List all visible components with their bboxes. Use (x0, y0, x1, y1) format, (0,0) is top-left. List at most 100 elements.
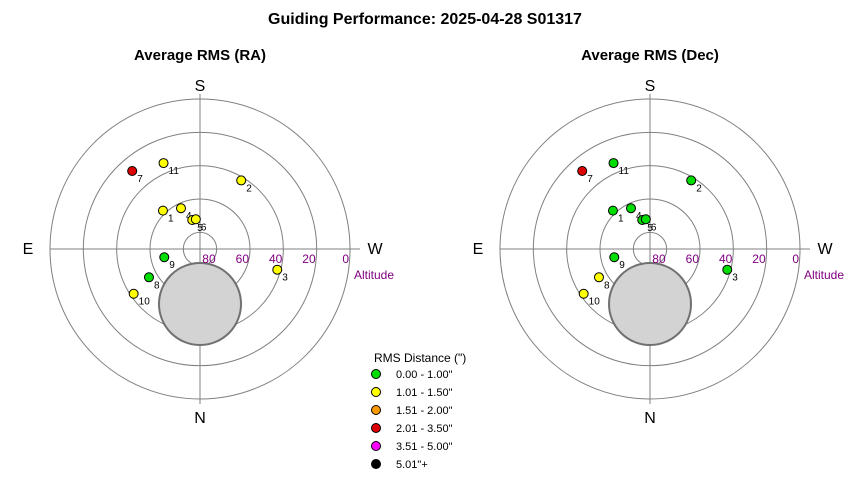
data-point-marker (578, 288, 589, 299)
data-point-label: 11 (619, 166, 630, 177)
data-point-marker (128, 288, 139, 299)
data-point-2: 2 (236, 175, 252, 194)
data-point-label: 5 (197, 223, 203, 234)
direction-south-label: S (195, 78, 206, 95)
data-point-7: 7 (127, 166, 143, 185)
data-point-marker (175, 203, 186, 214)
data-point-2: 2 (686, 175, 702, 194)
data-point-marker (625, 203, 636, 214)
legend-swatch (371, 459, 381, 469)
data-point-label: 2 (246, 183, 252, 194)
data-point-label: 1 (618, 214, 624, 225)
data-point-label: 10 (139, 297, 151, 308)
altitude-tick-label: 40 (719, 252, 733, 266)
data-point-label: 8 (154, 280, 160, 291)
legend-swatch (371, 441, 381, 451)
legend-item-label: 5.01"+ (396, 459, 428, 471)
direction-south-label: S (645, 78, 656, 95)
altitude-axis-label: Altitude (354, 268, 394, 282)
data-point-label: 3 (732, 273, 738, 284)
data-point-label: 2 (696, 183, 702, 194)
polar-plot-dec: Average RMS (Dec) S N E W 80 60 40 20 0 Altitude 1 2… (473, 47, 845, 427)
legend-item-label: 3.51 - 5.00" (396, 441, 453, 453)
data-point-label: 1 (168, 214, 174, 225)
altitude-tick-label: 0 (792, 252, 799, 266)
legend-title: RMS Distance (") (374, 351, 466, 365)
polar-plots: Average RMS (RA)SNE W80 60 40 20 0Altitude123… (23, 47, 845, 427)
legend-item: 1.01 - 1.50" (371, 387, 453, 399)
direction-north-label: N (644, 410, 656, 427)
data-point-7: 7 (577, 166, 593, 185)
legend-swatch (371, 369, 381, 379)
plot-title: Average RMS (RA) (134, 47, 266, 64)
data-point-label: 11 (169, 166, 180, 177)
data-point-11: 11 (608, 158, 630, 177)
figure-title: Guiding Performance: 2025-04-28 S01317 (268, 11, 582, 28)
data-point-6: 6 (190, 214, 207, 233)
data-point-marker (158, 158, 169, 169)
data-point-marker (236, 175, 247, 186)
altitude-tick-label: 60 (236, 252, 250, 266)
legend-item: 2.01 - 3.50" (371, 423, 453, 435)
direction-west-label: W (367, 241, 383, 258)
data-point-label: 6 (201, 222, 207, 233)
data-point-marker (143, 272, 154, 283)
data-point-6: 6 (640, 214, 657, 233)
legend-item-label: 1.01 - 1.50" (396, 387, 453, 399)
data-point-label: 3 (282, 273, 288, 284)
data-point-marker (127, 166, 138, 177)
legend-swatch (371, 387, 381, 397)
altitude-tick-label: 40 (269, 252, 283, 266)
altitude-axis-label: Altitude (804, 268, 844, 282)
altitude-tick-label: 20 (302, 252, 316, 266)
altitude-tick-label: 20 (752, 252, 766, 266)
legend: RMS Distance (") 0.00 - 1.00" 1.01 - 1.50"… (371, 351, 466, 471)
zenith-exclusion-zone (608, 262, 692, 346)
data-point-marker (159, 252, 170, 263)
direction-east-label: E (23, 241, 34, 258)
data-point-10: 10 (578, 288, 601, 308)
data-point-label: 8 (604, 280, 610, 291)
data-point-11: 11 (158, 158, 180, 177)
legend-swatch (371, 423, 381, 433)
data-point-label: 10 (589, 297, 601, 308)
direction-west-label: W (817, 241, 833, 258)
legend-item-label: 1.51 - 2.00" (396, 405, 453, 417)
data-point-marker (157, 205, 168, 216)
data-point-8: 8 (143, 272, 160, 291)
legend-swatch (371, 405, 381, 415)
data-point-label: 5 (647, 223, 653, 234)
legend-item-label: 2.01 - 3.50" (396, 423, 453, 435)
data-point-label: 6 (651, 222, 657, 233)
data-point-marker (190, 214, 201, 225)
legend-item: 3.51 - 5.00" (371, 441, 453, 453)
data-point-3: 3 (722, 264, 738, 284)
data-point-9: 9 (159, 252, 175, 271)
data-point-marker (609, 252, 620, 263)
data-point-label: 7 (587, 174, 593, 185)
data-point-marker (640, 214, 651, 225)
data-point-marker (577, 166, 588, 177)
altitude-tick-label: 80 (202, 252, 216, 266)
data-point-1: 1 (157, 205, 174, 225)
altitude-tick-label: 80 (652, 252, 666, 266)
altitude-tick-label: 0 (342, 252, 349, 266)
legend-item: 5.01"+ (371, 459, 428, 471)
data-point-10: 10 (128, 288, 151, 308)
legend-item: 0.00 - 1.00" (371, 369, 453, 381)
altitude-tick-label: 60 (686, 252, 700, 266)
zenith-exclusion-zone (158, 262, 242, 346)
data-point-label: 9 (619, 260, 625, 271)
plot-title: Average RMS (Dec) (581, 47, 719, 64)
data-point-marker (272, 264, 283, 275)
data-point-1: 1 (607, 205, 624, 225)
data-point-label: 7 (137, 174, 143, 185)
data-point-label: 9 (169, 260, 175, 271)
polar-plot-ra: Average RMS (RA) S N E W 80 60 40 20 0 Altitude 1 2 3… (23, 47, 395, 427)
data-point-8: 8 (593, 272, 610, 291)
legend-item: 1.51 - 2.00" (371, 405, 453, 417)
data-point-3: 3 (272, 264, 288, 284)
direction-north-label: N (194, 410, 206, 427)
data-point-marker (608, 158, 619, 169)
